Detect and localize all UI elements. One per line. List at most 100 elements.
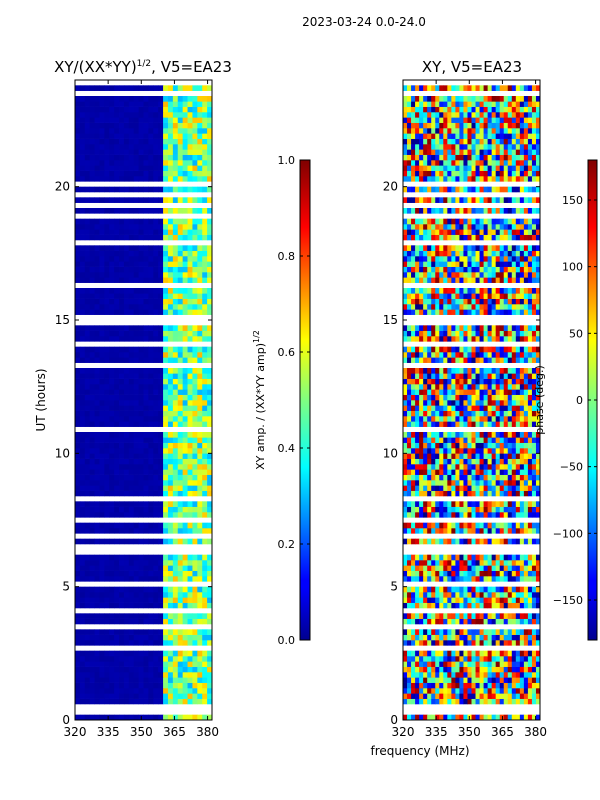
heatmap-cell	[128, 432, 135, 438]
heatmap-cell	[79, 677, 86, 683]
heatmap-cell	[407, 373, 412, 379]
heatmap-cell	[187, 666, 193, 673]
heatmap-cell	[94, 656, 100, 662]
heatmap-cell	[84, 656, 91, 662]
heatmap-cell	[467, 416, 472, 422]
heatmap-cell	[423, 714, 428, 721]
heatmap-cell	[202, 138, 208, 145]
heatmap-cell	[109, 325, 115, 331]
heatmap-cell	[75, 565, 81, 571]
heatmap-cell	[197, 112, 203, 118]
heatmap-cell	[167, 101, 174, 107]
heatmap-cell	[483, 506, 489, 513]
heatmap-cell	[455, 613, 460, 619]
heatmap-cell	[177, 250, 184, 257]
heatmap-cell	[435, 640, 440, 646]
heatmap-cell	[114, 208, 120, 214]
heatmap-cell	[148, 474, 154, 481]
heatmap-cell	[143, 400, 149, 406]
heatmap-cell	[197, 656, 203, 662]
heatmap-cell	[143, 570, 149, 577]
heatmap-cell	[423, 442, 428, 449]
heatmap-cell	[443, 634, 448, 641]
heatmap-cell	[519, 560, 525, 566]
heatmap-cell	[479, 570, 484, 577]
heatmap-cell	[89, 101, 95, 107]
heatmap-cell	[495, 570, 501, 577]
heatmap-cell	[123, 96, 130, 102]
heatmap-cell	[411, 714, 416, 721]
heatmap-cell	[439, 416, 444, 422]
heatmap-cell	[119, 576, 125, 582]
heatmap-cell	[79, 218, 86, 225]
heatmap-cell	[128, 405, 135, 411]
heatmap-cell	[153, 122, 159, 129]
heatmap-cell	[94, 416, 100, 422]
heatmap-cell	[415, 506, 420, 513]
heatmap-cell	[167, 618, 174, 625]
heatmap-cell	[143, 186, 149, 193]
heatmap-cell	[148, 693, 154, 699]
heatmap-cell	[192, 448, 198, 454]
heatmap-cell	[515, 400, 521, 406]
heatmap-cell	[207, 154, 213, 161]
heatmap-cell	[143, 245, 149, 251]
heatmap-cell	[187, 677, 193, 683]
heatmap-cell	[463, 410, 468, 417]
heatmap-cell	[192, 698, 198, 705]
heatmap-cell	[148, 378, 154, 385]
heatmap-cell	[128, 224, 135, 230]
heatmap-cell	[128, 677, 135, 683]
heatmap-cell	[89, 490, 95, 497]
heatmap-cell	[483, 629, 489, 635]
heatmap-cell	[153, 640, 159, 646]
heatmap-cell	[172, 432, 179, 438]
heatmap-cell	[94, 576, 100, 582]
heatmap-cell	[423, 373, 428, 379]
heatmap-cell	[94, 522, 100, 529]
heatmap-cell	[507, 538, 513, 545]
heatmap-cell	[491, 586, 497, 593]
heatmap-cell	[503, 437, 509, 443]
heatmap-cell	[167, 453, 174, 459]
heatmap-cell	[138, 277, 144, 283]
heatmap-cell	[75, 234, 81, 241]
heatmap-cell	[491, 597, 497, 603]
heatmap-cell	[423, 453, 428, 459]
heatmap-cell	[123, 272, 130, 278]
heatmap-cell	[167, 501, 174, 507]
heatmap-cell	[192, 309, 198, 315]
heatmap-cell	[172, 448, 179, 454]
heatmap-cell	[431, 469, 436, 475]
heatmap-cell	[197, 288, 203, 294]
heatmap-cell	[202, 394, 208, 401]
heatmap-cell	[415, 293, 420, 299]
heatmap-cell	[177, 293, 184, 299]
heatmap-cell	[158, 448, 164, 454]
heatmap-cell	[411, 501, 416, 507]
heatmap-cell	[535, 602, 541, 609]
heatmap-cell	[515, 512, 521, 518]
heatmap-cell	[138, 640, 144, 646]
heatmap-cell	[182, 602, 188, 609]
heatmap-cell	[519, 448, 525, 454]
heatmap-cell	[479, 352, 484, 358]
heatmap-cell	[104, 672, 110, 678]
heatmap-cell	[419, 368, 424, 374]
heatmap-cell	[158, 560, 164, 566]
heatmap-cell	[99, 298, 105, 305]
heatmap-cell	[172, 373, 179, 379]
heatmap-cell	[143, 506, 149, 513]
heatmap-cell	[507, 618, 513, 625]
heatmap-cell	[163, 250, 169, 257]
heatmap-cell	[407, 672, 412, 678]
heatmap-cell	[114, 629, 120, 635]
heatmap-cell	[531, 298, 537, 305]
heatmap-cell	[99, 266, 105, 273]
heatmap-cell	[459, 298, 464, 305]
heatmap-cell	[138, 394, 144, 401]
heatmap-cell	[167, 208, 174, 214]
heatmap-cell	[407, 501, 412, 507]
heatmap-cell	[138, 421, 144, 427]
heatmap-cell	[128, 122, 135, 129]
